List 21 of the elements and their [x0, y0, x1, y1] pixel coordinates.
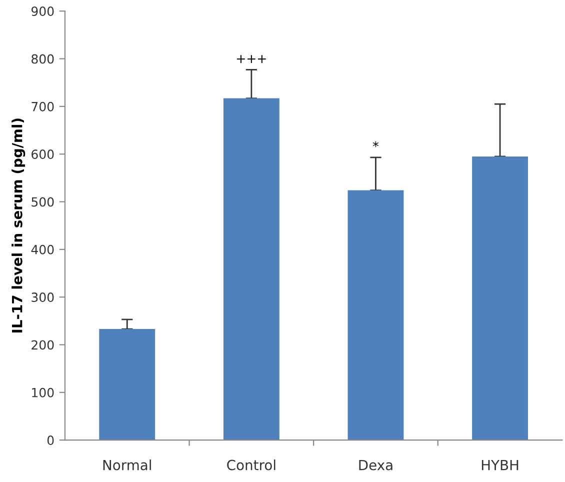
y-tick-label: 100 — [32, 388, 54, 398]
y-tick-label: 800 — [32, 54, 54, 64]
annotation: * — [372, 141, 378, 148]
x-tick-label: HYBH — [482, 460, 518, 470]
y-tick-label: 400 — [31, 244, 54, 254]
bar — [99, 329, 156, 440]
bar — [223, 98, 280, 440]
bar — [472, 156, 528, 440]
y-tick-label: 900 — [31, 6, 54, 16]
y-tick-label: 500 — [32, 197, 54, 207]
y-tick-label: 200 — [32, 340, 54, 350]
y-tick-label: 600 — [32, 150, 54, 160]
x-tick-label: Control — [227, 460, 276, 470]
y-tick-label: 0 — [47, 436, 54, 445]
annotation: +++ — [237, 55, 266, 63]
x-tick-label: Normal — [103, 460, 151, 470]
y-axis-title: IL-17 level in serum (pg/ml) — [12, 118, 26, 332]
y-tick-label: 300 — [32, 292, 54, 302]
y-tick-label: 700 — [32, 102, 54, 112]
bar — [348, 190, 404, 440]
x-tick-label: Dexa — [359, 460, 392, 470]
